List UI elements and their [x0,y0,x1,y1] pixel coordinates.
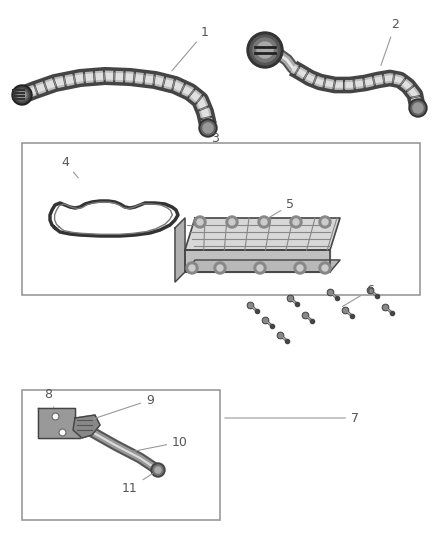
Circle shape [322,219,328,225]
Circle shape [229,219,235,225]
Text: 10: 10 [133,435,188,451]
Circle shape [258,216,270,228]
Circle shape [151,463,165,477]
Polygon shape [38,408,80,438]
Text: 8: 8 [44,389,54,408]
Circle shape [201,121,215,135]
Bar [22,390,220,520]
Circle shape [257,265,263,271]
Circle shape [319,216,331,228]
Circle shape [14,87,30,103]
Circle shape [155,467,161,473]
Circle shape [194,216,206,228]
Circle shape [199,119,217,137]
Circle shape [153,465,163,475]
Circle shape [12,85,32,105]
Text: 11: 11 [122,473,153,495]
Text: 3: 3 [210,128,219,144]
Circle shape [217,265,223,271]
Circle shape [186,262,198,274]
Circle shape [197,219,203,225]
Circle shape [254,262,266,274]
Text: 5: 5 [267,198,294,219]
Circle shape [319,262,331,274]
Circle shape [413,103,423,113]
Circle shape [203,123,213,133]
Circle shape [189,265,195,271]
Polygon shape [73,415,100,438]
Polygon shape [175,218,185,282]
Circle shape [409,99,427,117]
Polygon shape [185,218,340,250]
Circle shape [294,262,306,274]
Text: 6: 6 [343,284,374,306]
Circle shape [18,91,26,99]
Circle shape [293,219,299,225]
Circle shape [16,89,28,101]
Text: 4: 4 [61,156,78,178]
Polygon shape [185,260,340,272]
Text: 9: 9 [92,393,154,419]
Circle shape [257,42,273,58]
Circle shape [226,216,238,228]
Circle shape [253,38,277,62]
Circle shape [261,219,267,225]
Bar [22,143,420,295]
Polygon shape [185,250,330,272]
Circle shape [214,262,226,274]
Circle shape [290,216,302,228]
Text: 1: 1 [172,26,209,71]
Text: 2: 2 [381,19,399,66]
Circle shape [411,101,425,115]
Circle shape [250,35,280,65]
Circle shape [322,265,328,271]
Circle shape [247,32,283,68]
Text: 7: 7 [225,411,359,424]
Circle shape [297,265,303,271]
